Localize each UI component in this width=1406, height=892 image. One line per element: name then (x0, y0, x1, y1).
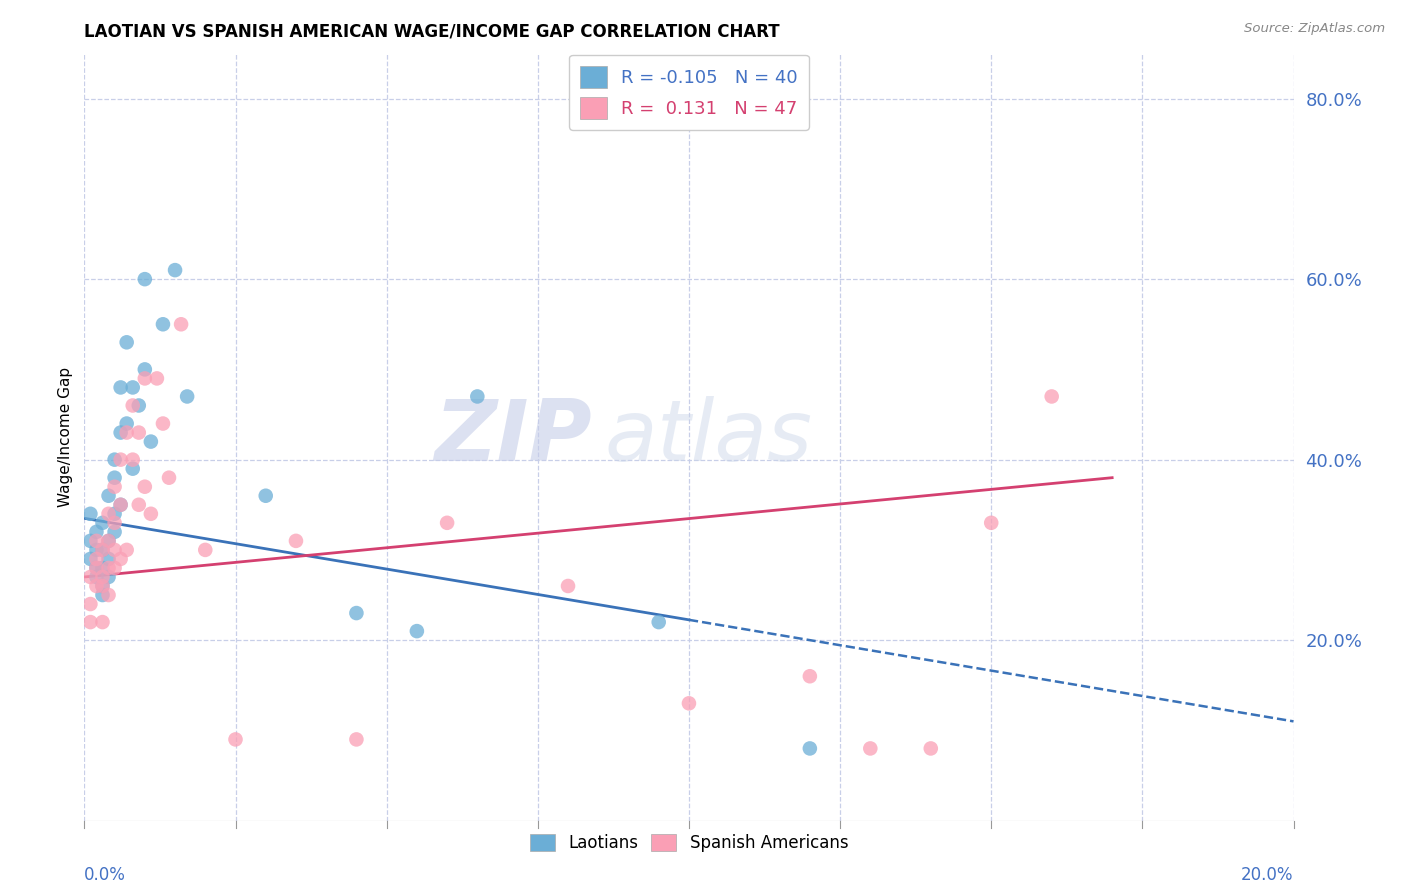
Point (121, 461, 143, 475)
Text: 0.0%: 0.0% (84, 866, 127, 884)
Point (91, 588, 114, 602)
Point (91, 615, 114, 629)
Point (86, 542, 108, 557)
Point (79, 597, 101, 611)
Point (97, 552, 120, 566)
Point (121, 380, 143, 394)
Point (165, 263, 187, 277)
Point (678, 696, 700, 710)
Point (86, 570, 108, 584)
Point (346, 732, 368, 747)
Text: 20.0%: 20.0% (1241, 866, 1294, 884)
Point (97, 588, 120, 602)
Point (920, 741, 942, 756)
Point (110, 552, 132, 566)
Point (110, 452, 132, 467)
Point (436, 516, 458, 530)
Legend: Laotians, Spanish Americans: Laotians, Spanish Americans (523, 827, 855, 858)
Point (104, 471, 127, 485)
Point (139, 434, 162, 449)
Point (225, 732, 247, 747)
Point (115, 335, 138, 350)
Point (346, 606, 368, 620)
Point (91, 579, 114, 593)
Point (254, 489, 277, 503)
Point (104, 561, 127, 575)
Point (104, 507, 127, 521)
Point (121, 399, 143, 413)
Point (134, 362, 156, 376)
Point (104, 524, 127, 539)
Point (97, 570, 120, 584)
Point (157, 471, 180, 485)
Point (110, 498, 132, 512)
Point (97, 489, 120, 503)
Point (91, 570, 114, 584)
Point (91, 561, 114, 575)
Point (285, 533, 308, 548)
Point (799, 669, 821, 683)
Point (86, 533, 108, 548)
Point (91, 516, 114, 530)
Point (91, 542, 114, 557)
Text: atlas: atlas (605, 395, 813, 479)
Point (128, 425, 150, 440)
Point (134, 272, 156, 286)
Y-axis label: Wage/Income Gap: Wage/Income Gap (58, 367, 73, 508)
Point (980, 516, 1002, 530)
Point (115, 425, 138, 440)
Point (110, 498, 132, 512)
Point (79, 615, 101, 629)
Text: Source: ZipAtlas.com: Source: ZipAtlas.com (1244, 22, 1385, 36)
Point (79, 507, 101, 521)
Point (110, 380, 132, 394)
Point (79, 570, 101, 584)
Point (170, 318, 193, 332)
Point (97, 533, 120, 548)
Point (121, 452, 143, 467)
Point (110, 425, 132, 440)
Point (146, 371, 169, 385)
Point (467, 389, 489, 403)
Point (86, 561, 108, 575)
Text: ZIP: ZIP (434, 395, 592, 479)
Point (799, 741, 821, 756)
Point (79, 552, 101, 566)
Point (115, 542, 138, 557)
Point (139, 507, 162, 521)
Point (1040, 389, 1063, 403)
Point (648, 615, 671, 629)
Text: LAOTIAN VS SPANISH AMERICAN WAGE/INCOME GAP CORRELATION CHART: LAOTIAN VS SPANISH AMERICAN WAGE/INCOME … (84, 23, 780, 41)
Point (152, 318, 174, 332)
Point (91, 542, 114, 557)
Point (91, 579, 114, 593)
Point (104, 516, 127, 530)
Point (859, 741, 882, 756)
Point (557, 579, 579, 593)
Point (134, 480, 156, 494)
Point (134, 371, 156, 385)
Point (176, 389, 198, 403)
Point (86, 524, 108, 539)
Point (86, 561, 108, 575)
Point (128, 399, 150, 413)
Point (79, 533, 101, 548)
Point (97, 561, 120, 575)
Point (104, 542, 127, 557)
Point (97, 507, 120, 521)
Point (152, 417, 174, 431)
Point (86, 579, 108, 593)
Point (86, 552, 108, 566)
Point (104, 452, 127, 467)
Point (128, 498, 150, 512)
Point (115, 417, 138, 431)
Point (97, 533, 120, 548)
Point (194, 542, 217, 557)
Point (104, 480, 127, 494)
Point (406, 624, 429, 639)
